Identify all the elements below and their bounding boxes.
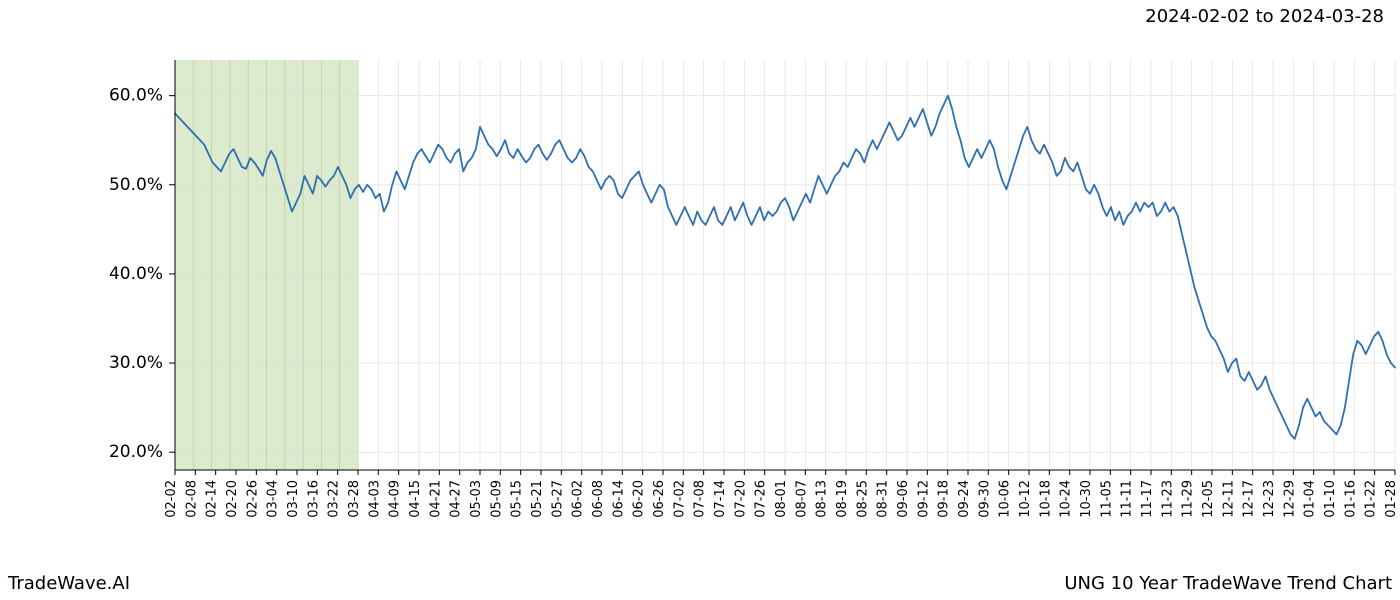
x-tick-label: 03-04 bbox=[266, 480, 281, 518]
x-tick-label: 09-12 bbox=[916, 480, 931, 518]
x-tick-label: 06-26 bbox=[652, 480, 667, 518]
x-tick-label: 08-07 bbox=[794, 480, 809, 518]
x-tick-label: 02-20 bbox=[225, 480, 240, 518]
x-tick-label: 12-29 bbox=[1282, 480, 1297, 518]
x-tick-label: 02-02 bbox=[164, 480, 179, 518]
x-tick-label: 12-11 bbox=[1221, 480, 1236, 518]
x-tick-label: 01-10 bbox=[1323, 480, 1338, 518]
x-tick-label: 10-12 bbox=[1018, 480, 1033, 518]
y-tick-label: 20.0% bbox=[109, 442, 163, 462]
footer-title: UNG 10 Year TradeWave Trend Chart bbox=[1064, 573, 1392, 594]
x-tick-label: 09-06 bbox=[896, 480, 911, 518]
x-tick-label: 11-05 bbox=[1099, 480, 1114, 518]
x-tick-label: 04-09 bbox=[388, 480, 403, 518]
x-tick-label: 07-20 bbox=[733, 480, 748, 518]
x-tick-label: 02-14 bbox=[205, 480, 220, 518]
x-tick-label: 03-28 bbox=[347, 480, 362, 518]
date-range-label: 2024-02-02 to 2024-03-28 bbox=[1145, 6, 1384, 27]
x-tick-label: 05-09 bbox=[489, 480, 504, 518]
trend-chart: 20.0% 30.0% 40.0% 50.0% 60.0% 02-02 02-08 02-14… bbox=[0, 0, 1400, 600]
x-tick-label: 08-31 bbox=[876, 480, 891, 518]
x-tick-label: 09-30 bbox=[977, 480, 992, 518]
x-tick-label: 12-17 bbox=[1242, 480, 1257, 518]
x-tick-label: 02-26 bbox=[245, 480, 260, 518]
x-tick-label: 02-08 bbox=[184, 480, 199, 518]
x-tick-label: 06-02 bbox=[571, 480, 586, 518]
x-tick-label: 04-21 bbox=[428, 480, 443, 518]
y-tick-label: 40.0% bbox=[109, 264, 163, 284]
x-tick-label: 07-02 bbox=[672, 480, 687, 518]
x-tick-label: 10-24 bbox=[1059, 480, 1074, 518]
x-tick-label: 03-22 bbox=[327, 480, 342, 518]
x-tick-label: 09-24 bbox=[957, 480, 972, 518]
y-tick-label: 60.0% bbox=[109, 86, 163, 106]
x-tick-label: 01-28 bbox=[1384, 480, 1399, 518]
x-tick-label: 05-27 bbox=[550, 480, 565, 518]
x-tick-label: 06-14 bbox=[611, 480, 626, 518]
x-tick-label: 07-26 bbox=[754, 480, 769, 518]
x-tick-label: 01-04 bbox=[1303, 480, 1318, 518]
x-tick-label: 06-08 bbox=[591, 480, 606, 518]
x-tick-label: 08-25 bbox=[855, 480, 870, 518]
x-tick-label: 05-03 bbox=[469, 480, 484, 518]
x-tick-label: 11-23 bbox=[1160, 480, 1175, 518]
x-tick-label: 10-06 bbox=[998, 480, 1013, 518]
x-tick-label: 05-21 bbox=[530, 480, 545, 518]
x-tick-label: 04-27 bbox=[449, 480, 464, 518]
x-tick-label: 04-03 bbox=[367, 480, 382, 518]
x-tick-label: 10-30 bbox=[1079, 480, 1094, 518]
x-tick-label: 03-10 bbox=[286, 480, 301, 518]
x-tick-label: 12-23 bbox=[1262, 480, 1277, 518]
x-tick-label: 01-16 bbox=[1343, 480, 1358, 518]
x-tick-label: 11-17 bbox=[1140, 480, 1155, 518]
x-tick-label: 07-08 bbox=[693, 480, 708, 518]
x-tick-label: 11-29 bbox=[1181, 480, 1196, 518]
x-tick-label: 08-19 bbox=[835, 480, 850, 518]
x-tick-label: 01-22 bbox=[1364, 480, 1379, 518]
x-tick-label: 07-14 bbox=[713, 480, 728, 518]
x-tick-label: 05-15 bbox=[510, 480, 525, 518]
x-tick-label: 08-13 bbox=[815, 480, 830, 518]
x-tick-label: 03-16 bbox=[306, 480, 321, 518]
footer-brand: TradeWave.AI bbox=[8, 573, 130, 594]
x-tick-label: 12-05 bbox=[1201, 480, 1216, 518]
x-tick-label: 09-18 bbox=[937, 480, 952, 518]
x-tick-label: 08-01 bbox=[774, 480, 789, 518]
x-tick-label: 11-11 bbox=[1120, 480, 1135, 518]
x-tick-label: 04-15 bbox=[408, 480, 423, 518]
chart-container: 2024-02-02 to 2024-03-28 20.0% 30.0% 40.0%… bbox=[0, 0, 1400, 600]
y-tick-label: 30.0% bbox=[109, 353, 163, 373]
x-tick-label: 06-20 bbox=[632, 480, 647, 518]
x-tick-label: 10-18 bbox=[1038, 480, 1053, 518]
y-tick-label: 50.0% bbox=[109, 175, 163, 195]
